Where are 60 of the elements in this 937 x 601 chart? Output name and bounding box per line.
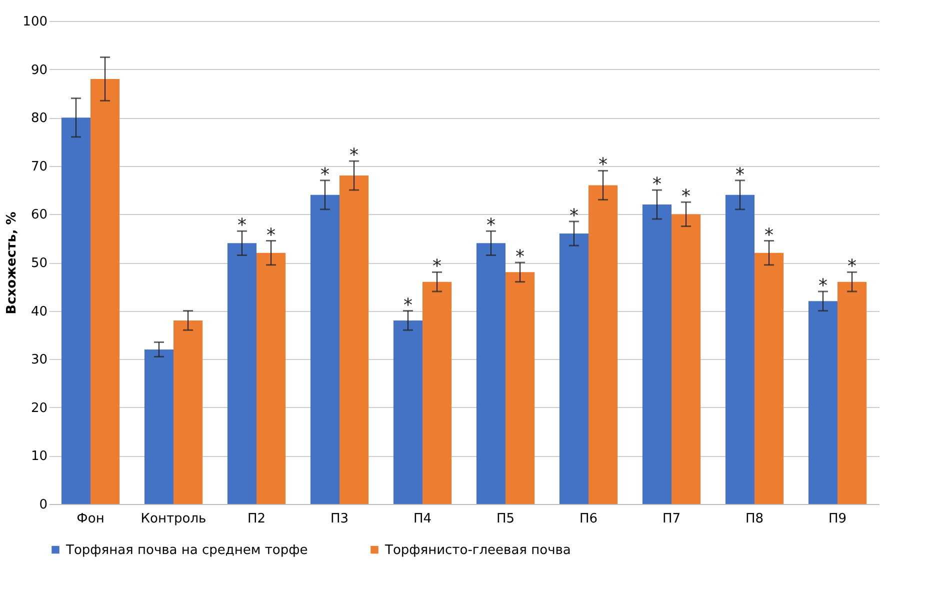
annotation: *: [735, 164, 744, 186]
y-axis-title: Всхожесть, %: [4, 212, 20, 314]
x-tick-label: П5: [496, 512, 515, 526]
bar: [588, 185, 618, 504]
bar: [725, 194, 754, 504]
x-tick-label: Контроль: [140, 512, 206, 526]
bar: [476, 243, 506, 504]
annotation: *: [598, 154, 608, 176]
x-tick-label: П7: [662, 512, 681, 526]
annotation: *: [266, 224, 276, 246]
annotation: *: [432, 256, 442, 278]
annotation: *: [682, 186, 691, 208]
x-tick-label: П4: [413, 512, 432, 526]
annotation: *: [764, 224, 774, 246]
annotation: *: [237, 215, 246, 236]
bar: [256, 252, 286, 504]
bar: [61, 118, 90, 504]
bar: [393, 320, 422, 504]
x-tick-label: П8: [745, 512, 764, 526]
y-tick-label: 60: [30, 208, 48, 223]
y-tick-label: 10: [30, 449, 48, 464]
bar: [754, 252, 784, 504]
x-tick-label: П2: [247, 512, 266, 526]
x-tick-label: П9: [828, 512, 847, 526]
bar: [672, 214, 701, 504]
bar: [174, 320, 203, 504]
bar: [559, 234, 588, 504]
legend-label: Торфяная почва на среднем торфе: [65, 542, 308, 558]
bar: [808, 301, 838, 504]
y-tick-label: 50: [30, 256, 48, 271]
bar: [422, 282, 452, 504]
y-tick-label: 0: [39, 498, 48, 512]
bar: [90, 78, 120, 504]
y-tick-label: 40: [30, 304, 48, 320]
bar: [838, 282, 867, 504]
y-tick-label: 90: [30, 62, 48, 78]
legend-label: Торфянисто-глеевая почва: [384, 542, 571, 558]
y-tick-label: 30: [30, 352, 48, 368]
bar: [340, 176, 369, 504]
y-tick-label: 80: [30, 111, 48, 126]
annotation: *: [320, 164, 330, 186]
annotation: *: [350, 145, 359, 166]
annotation: *: [818, 275, 828, 296]
bar: [506, 272, 535, 504]
annotation: *: [516, 246, 525, 268]
bar: [144, 349, 174, 504]
annotation: *: [569, 205, 578, 226]
annotation: *: [848, 256, 857, 278]
y-tick-label: 20: [30, 400, 48, 416]
bar: [227, 243, 256, 504]
annotation: *: [652, 174, 662, 196]
bar: [310, 194, 340, 504]
annotation: *: [486, 215, 496, 236]
x-tick-label: П3: [330, 512, 349, 526]
y-tick-label: 70: [30, 159, 48, 174]
bar: [642, 204, 672, 504]
x-tick-label: П6: [579, 512, 598, 526]
y-tick-label: 100: [22, 14, 48, 30]
annotation: *: [403, 294, 412, 316]
x-tick-label: Фон: [76, 512, 104, 526]
